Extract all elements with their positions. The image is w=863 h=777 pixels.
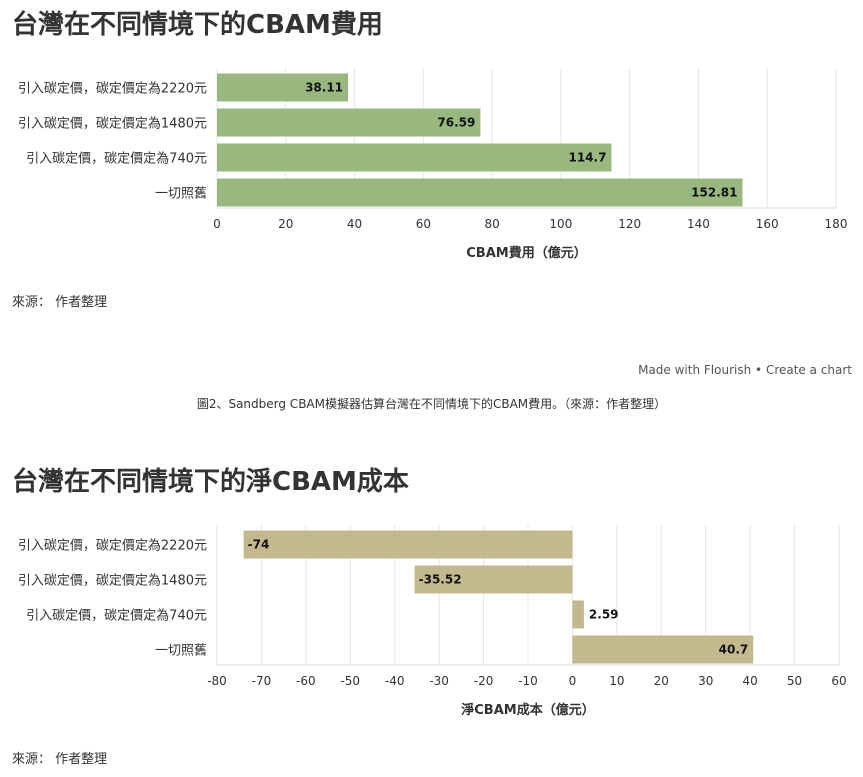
category-label: 引入碳定價，碳定價定為2220元 — [18, 538, 207, 554]
value-label: 152.81 — [691, 186, 737, 200]
x-tick-label: 60 — [831, 674, 846, 688]
x-tick-label: 180 — [825, 217, 848, 231]
x-tick-label: -10 — [518, 674, 538, 688]
bar[interactable] — [217, 108, 481, 137]
chart-1-plot: 0 20 40 60 80 100 120 140 160 180 引入碳定價，碳定價定為2220元… — [18, 68, 848, 261]
x-tick-label: 80 — [484, 217, 499, 231]
value-label: -35.52 — [419, 573, 462, 587]
x-tick-label: 120 — [618, 217, 641, 231]
x-tick-label: -30 — [429, 674, 449, 688]
x-tick-label: 20 — [278, 217, 293, 231]
bar[interactable] — [572, 600, 584, 629]
value-label: -74 — [248, 538, 270, 552]
x-tick-label: 160 — [756, 217, 779, 231]
bar[interactable] — [243, 530, 573, 559]
bar[interactable] — [217, 73, 349, 102]
category-label: 一切照舊 — [155, 187, 207, 202]
x-tick-label: 20 — [654, 674, 669, 688]
chart-1-source: 來源： 作者整理 — [12, 295, 108, 310]
category-label: 引入碳定價，碳定價定為740元 — [26, 151, 207, 167]
category-label: 引入碳定價，碳定價定為1480元 — [18, 573, 207, 589]
create-chart-link[interactable]: Create a chart — [765, 363, 852, 377]
chart-1-title: 台灣在不同情境下的CBAM費用 — [12, 10, 383, 40]
x-tick-label: 0 — [213, 217, 221, 231]
flourish-credit: Made with Flourish • Create a chart — [638, 363, 852, 377]
chart-2-source: 來源： 作者整理 — [12, 752, 108, 767]
category-label: 一切照舊 — [155, 644, 207, 659]
bar[interactable] — [414, 565, 573, 594]
x-tick-label: -50 — [340, 674, 360, 688]
x-tick-label: 10 — [609, 674, 624, 688]
x-tick-label: -70 — [252, 674, 272, 688]
value-label: 38.11 — [305, 81, 343, 95]
x-axis-title: CBAM費用（億元） — [466, 245, 586, 261]
made-with-flourish-link[interactable]: Made with Flourish — [638, 363, 752, 377]
category-label: 引入碳定價，碳定價定為740元 — [26, 608, 207, 624]
x-tick-label: 50 — [787, 674, 802, 688]
x-tick-label: 100 — [549, 217, 572, 231]
credit-separator: • — [755, 363, 763, 377]
x-tick-label: -60 — [296, 674, 316, 688]
chart-2-plot: -80 -70 -60 -50 -40 -30 -20 -10 0 10 20 30 40 50 60 引入碳… — [18, 525, 847, 718]
value-label: 76.59 — [437, 116, 475, 130]
x-tick-label: 40 — [347, 217, 362, 231]
x-axis-title: 淨CBAM成本（億元） — [461, 702, 594, 718]
category-label: 引入碳定價，碳定價定為2220元 — [18, 81, 207, 97]
x-tick-label: -80 — [207, 674, 227, 688]
bar[interactable] — [217, 178, 743, 207]
value-label: 2.59 — [589, 608, 619, 622]
figure-caption: 圖2、Sandberg CBAM模擬器估算台灣在不同情境下的CBAM費用。（來源… — [196, 397, 667, 411]
x-tick-label: -20 — [474, 674, 494, 688]
x-tick-label: 30 — [698, 674, 713, 688]
bar[interactable] — [572, 635, 754, 664]
value-label: 40.7 — [719, 643, 749, 657]
x-tick-label: 140 — [687, 217, 710, 231]
chart-2-title: 台灣在不同情境下的淨CBAM成本 — [12, 467, 409, 497]
x-tick-label: 60 — [416, 217, 431, 231]
bar[interactable] — [217, 143, 612, 172]
x-tick-label: 40 — [743, 674, 758, 688]
value-label: 114.7 — [568, 151, 606, 165]
x-tick-label: 0 — [569, 674, 577, 688]
category-label: 引入碳定價，碳定價定為1480元 — [18, 116, 207, 132]
x-tick-label: -40 — [385, 674, 405, 688]
